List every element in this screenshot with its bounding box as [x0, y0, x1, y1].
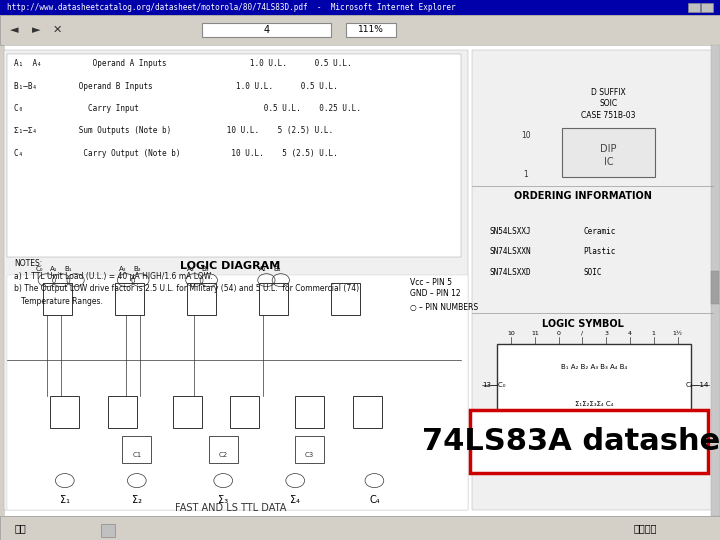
Text: C₄: C₄ [369, 495, 379, 505]
Text: B₃: B₃ [202, 266, 209, 272]
Bar [470, 410, 708, 472]
Bar [472, 50, 713, 510]
Bar [122, 436, 151, 463]
Bar [295, 396, 324, 428]
Text: A₁: A₁ [50, 266, 58, 272]
Text: 11: 11 [531, 331, 539, 336]
Text: D SUFFIX
SOIC
CASE 751B-03: D SUFFIX SOIC CASE 751B-03 [581, 87, 636, 120]
Text: C₄             Carry Output (Note b)           10 U.L.    5 (2.5) U.L.: C₄ Carry Output (Note b) 10 U.L. 5 (2.5)… [14, 148, 338, 158]
Bar [4, 45, 716, 516]
Text: A₄: A₄ [259, 266, 266, 272]
Text: Σ₃: Σ₃ [218, 495, 228, 505]
Text: 9: 9 [509, 444, 513, 449]
Text: Σ₂: Σ₂ [132, 495, 142, 505]
Text: Σ₄: Σ₄ [290, 495, 300, 505]
Text: 111%: 111% [358, 25, 384, 35]
Text: A₃: A₃ [187, 266, 194, 272]
Text: 13―C₀: 13―C₀ [482, 382, 506, 388]
Text: SN74LSXXD: SN74LSXXD [490, 268, 531, 276]
Bar [173, 396, 202, 428]
Text: C2: C2 [219, 452, 228, 458]
Text: ◄: ◄ [10, 25, 19, 35]
Text: FAST AND LS TTL DATA: FAST AND LS TTL DATA [175, 503, 286, 513]
Text: 1: 1 [652, 331, 656, 336]
Bar [230, 396, 259, 428]
Text: SN74LSXXN: SN74LSXXN [490, 247, 531, 256]
Text: B₂: B₂ [133, 266, 140, 272]
Bar [209, 436, 238, 463]
Text: B₁–B₄         Operand B Inputs                  1.0 U.L.      0.5 U.L.: B₁–B₄ Operand B Inputs 1.0 U.L. 0.5 U.L. [14, 82, 338, 91]
Bar [0, 0, 720, 15]
Text: ►: ► [32, 25, 40, 35]
Text: 10: 10 [508, 331, 515, 336]
Bar [7, 54, 461, 256]
Bar [187, 283, 216, 315]
Bar [353, 396, 382, 428]
Bar [108, 396, 137, 428]
Text: C3: C3 [305, 452, 314, 458]
Text: 14: 14 [663, 444, 670, 449]
Text: 10

1: 10 1 [521, 131, 531, 179]
Bar [331, 283, 360, 315]
Bar [701, 3, 713, 12]
Text: B₄: B₄ [274, 266, 281, 272]
Text: Σ₁Σ₂Σ₃Σ₄ C₄: Σ₁Σ₂Σ₃Σ₄ C₄ [575, 401, 613, 407]
Text: 74LS83A datasheet: 74LS83A datasheet [422, 427, 720, 456]
Bar [295, 436, 324, 463]
Text: SN54LSXXJ: SN54LSXXJ [490, 227, 531, 235]
Text: 1½: 1½ [672, 331, 683, 336]
Text: 0: 0 [557, 331, 561, 336]
Text: C₄―14: C₄―14 [686, 382, 709, 388]
Text: 15: 15 [624, 444, 631, 449]
Bar [43, 283, 72, 315]
Bar [0, 516, 720, 540]
Text: ORDERING INFORMATION: ORDERING INFORMATION [514, 192, 652, 201]
Text: NOTES:
a) 1 TTL Unit Load (U.L.) = 40 μA HIGH/1.6 mA LOW.
b) The Output LOW driv: NOTES: a) 1 TTL Unit Load (U.L.) = 40 μA… [14, 259, 359, 306]
Text: /: / [582, 331, 583, 336]
Bar [711, 45, 720, 516]
Bar [0, 15, 720, 45]
Text: A₁  A₄           Operand A Inputs                  1.0 U.L.      0.5 U.L.: A₁ A₄ Operand A Inputs 1.0 U.L. 0.5 U.L. [14, 59, 352, 69]
Text: 4: 4 [628, 331, 632, 336]
Text: Ceramic: Ceramic [583, 227, 616, 235]
Bar [688, 3, 700, 12]
Text: B₁: B₁ [65, 266, 72, 272]
Text: 完成: 完成 [14, 523, 26, 533]
Text: C1: C1 [132, 452, 141, 458]
Text: C₀              Carry Input                           0.5 U.L.    0.25 U.L.: C₀ Carry Input 0.5 U.L. 0.25 U.L. [14, 104, 361, 113]
Text: 4: 4 [264, 25, 269, 35]
Text: Vᴄᴄ – PIN 5: Vᴄᴄ – PIN 5 [410, 279, 452, 287]
Text: LOGIC DIAGRAM: LOGIC DIAGRAM [180, 261, 281, 271]
Text: SOIC: SOIC [583, 268, 602, 276]
Bar [101, 524, 115, 537]
Text: Σ₁–Σ₄         Sum Outputs (Note b)            10 U.L.    5 (2.5) U.L.: Σ₁–Σ₄ Sum Outputs (Note b) 10 U.L. 5 (2.… [14, 126, 333, 135]
Bar [7, 275, 468, 510]
Bar [711, 272, 719, 304]
Text: DIP
IC: DIP IC [600, 144, 616, 167]
Text: ○ – PIN NUMBERS: ○ – PIN NUMBERS [410, 303, 479, 312]
Text: ✕: ✕ [53, 25, 63, 35]
Bar [50, 396, 79, 428]
Text: C₀: C₀ [36, 266, 43, 272]
Text: A₂: A₂ [119, 266, 126, 272]
Text: 3: 3 [604, 331, 608, 336]
Text: http://www.datasheetcatalog.org/datasheet/motorola/80/74LS83D.pdf  -  Microsoft : http://www.datasheetcatalog.org/datashee… [7, 3, 456, 12]
Bar [497, 344, 691, 436]
Text: 不限回域: 不限回域 [634, 523, 657, 533]
Bar [202, 23, 331, 37]
Text: 5: 5 [548, 444, 552, 449]
Bar [115, 283, 144, 315]
Bar [346, 23, 396, 37]
Text: LOGIC SYMBOL: LOGIC SYMBOL [542, 319, 624, 329]
Text: GND – PIN 12: GND – PIN 12 [410, 289, 461, 298]
Text: B₁ A₂ B₂ A₃ B₃ A₄ B₄: B₁ A₂ B₂ A₃ B₃ A₄ B₄ [561, 364, 627, 370]
Text: Plastic: Plastic [583, 247, 616, 256]
Bar [562, 128, 655, 177]
Text: 2: 2 [587, 444, 591, 449]
Bar [4, 50, 468, 510]
Bar [259, 283, 288, 315]
Text: Σ₁: Σ₁ [60, 495, 70, 505]
